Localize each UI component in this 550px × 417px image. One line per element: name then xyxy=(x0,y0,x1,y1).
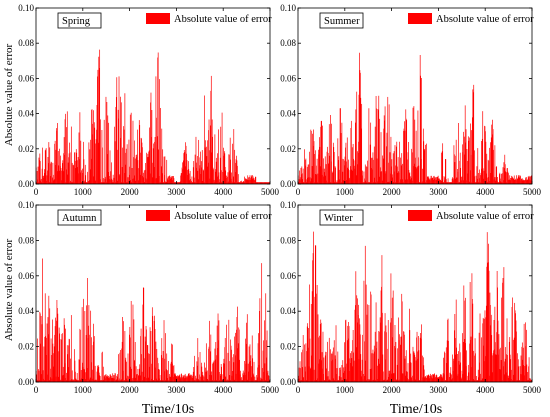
summer-legend: Absolute value of error xyxy=(408,13,534,25)
xlabel-right: Time/10s xyxy=(390,402,442,417)
autumn-ytick-label: 0.00 xyxy=(18,377,34,387)
autumn-xtick-label: 4000 xyxy=(214,385,233,395)
summer-ytick-label: 0.00 xyxy=(280,179,296,189)
winter-season-box: Winter xyxy=(319,209,364,226)
spring-tick-labels: 0 1000 2000 3000 4000 5000 0.00 0.02 0.04 0.06 0.0… xyxy=(18,3,279,197)
winter-ytick-label: 0.06 xyxy=(280,271,296,281)
spring-ytick-label: 0.10 xyxy=(18,3,34,13)
winter-ytick-label: 0.02 xyxy=(280,342,296,352)
winter-legend-label: Absolute value of error xyxy=(436,211,534,222)
autumn-ytick-label: 0.02 xyxy=(18,342,34,352)
winter-season-label: Winter xyxy=(324,213,353,224)
spring-ytick-label: 0.00 xyxy=(18,179,34,189)
autumn-plot-frame xyxy=(35,204,271,383)
spring-xtick-label: 2000 xyxy=(121,187,140,197)
summer-ytick-label: 0.02 xyxy=(280,144,296,154)
spring-xtick-label: 3000 xyxy=(167,187,186,197)
autumn-ytick-label: 0.04 xyxy=(18,306,34,316)
autumn-ytick-label: 0.10 xyxy=(18,200,34,210)
summer-ytick-label: 0.08 xyxy=(280,38,296,48)
summer-xtick-label: 1000 xyxy=(336,187,355,197)
summer-season-box: Summer xyxy=(319,12,364,29)
summer-ytick-label: 0.04 xyxy=(280,109,296,119)
spring-legend-label: Absolute value of error xyxy=(174,14,272,25)
spring-season-box: Spring xyxy=(57,12,102,29)
winter-plot-frame xyxy=(297,204,533,383)
spring-ticks xyxy=(35,7,271,185)
summer-ytick-label: 0.10 xyxy=(280,3,296,13)
autumn-ytick-label: 0.06 xyxy=(18,271,34,281)
spring-xtick-label: 5000 xyxy=(261,187,280,197)
autumn-bars xyxy=(35,258,271,382)
autumn-season-label: Autumn xyxy=(62,213,97,224)
autumn-xtick-label: 2000 xyxy=(121,385,140,395)
summer-season-label: Summer xyxy=(324,16,360,27)
summer-ytick-label: 0.06 xyxy=(280,73,296,83)
autumn-legend-label: Absolute value of error xyxy=(174,211,272,222)
autumn-season-frame xyxy=(57,209,102,226)
summer-legend-swatch xyxy=(408,13,432,24)
winter-ytick-label: 0.08 xyxy=(280,235,296,245)
autumn-ticks xyxy=(35,204,271,383)
spring-xtick-label: 4000 xyxy=(214,187,233,197)
spring-season-frame xyxy=(57,12,102,29)
spring-plot-frame xyxy=(35,7,271,185)
winter-xtick-label: 1000 xyxy=(336,385,355,395)
spring-bars xyxy=(35,49,271,184)
winter-ytick-label: 0.00 xyxy=(280,377,296,387)
panel-summer: 0 1000 2000 3000 4000 5000 0.00 0.02 0.04 0.06 0.0… xyxy=(280,3,541,197)
winter-xtick-label: 5000 xyxy=(523,385,542,395)
winter-ticks xyxy=(297,204,533,383)
summer-legend-label: Absolute value of error xyxy=(436,14,534,25)
spring-xtick-label: 0 xyxy=(34,187,39,197)
summer-xtick-label: 2000 xyxy=(383,187,402,197)
summer-xtick-label: 5000 xyxy=(523,187,542,197)
winter-tick-labels: 0 1000 2000 3000 4000 5000 0.00 0.02 0.04 0.06 0.0… xyxy=(280,200,541,395)
winter-ytick-label: 0.10 xyxy=(280,200,296,210)
winter-ytick-label: 0.04 xyxy=(280,306,296,316)
autumn-tick-labels: 0 1000 2000 3000 4000 5000 0.00 0.02 0.04 0.06 0.0… xyxy=(18,200,279,395)
winter-season-frame xyxy=(319,209,364,226)
winter-xtick-label: 0 xyxy=(296,385,301,395)
spring-xtick-label: 1000 xyxy=(74,187,93,197)
autumn-xtick-label: 5000 xyxy=(261,385,280,395)
summer-season-frame xyxy=(319,12,364,29)
winter-legend-swatch xyxy=(408,210,432,221)
ylabel-top: Absolute value of error xyxy=(3,44,15,147)
summer-plot-frame xyxy=(297,7,533,185)
winter-xtick-label: 4000 xyxy=(476,385,495,395)
summer-ticks xyxy=(297,7,533,185)
spring-ytick-label: 0.08 xyxy=(18,38,34,48)
spring-season-label: Spring xyxy=(62,16,91,27)
winter-xtick-label: 3000 xyxy=(429,385,448,395)
autumn-xtick-label: 3000 xyxy=(167,385,186,395)
spring-ytick-label: 0.06 xyxy=(18,73,34,83)
summer-bars xyxy=(297,52,533,184)
xlabel-left: Time/10s xyxy=(142,402,194,417)
panel-winter: 0 1000 2000 3000 4000 5000 0.00 0.02 0.04 0.06 0.0… xyxy=(280,200,541,395)
winter-legend: Absolute value of error xyxy=(408,210,534,222)
summer-xtick-label: 0 xyxy=(296,187,301,197)
spring-legend: Absolute value of error xyxy=(146,13,272,25)
spring-legend-swatch xyxy=(146,13,170,24)
autumn-legend-swatch xyxy=(146,210,170,221)
autumn-xtick-label: 0 xyxy=(34,385,39,395)
summer-tick-labels: 0 1000 2000 3000 4000 5000 0.00 0.02 0.04 0.06 0.0… xyxy=(280,3,541,197)
autumn-ytick-label: 0.08 xyxy=(18,235,34,245)
winter-xtick-label: 2000 xyxy=(383,385,402,395)
autumn-legend: Absolute value of error xyxy=(146,210,272,222)
autumn-season-box: Autumn xyxy=(57,209,102,226)
winter-bars xyxy=(297,231,533,382)
summer-xtick-label: 4000 xyxy=(476,187,495,197)
panel-autumn: 0 1000 2000 3000 4000 5000 0.00 0.02 0.04 0.06 0.0… xyxy=(18,200,279,395)
ylabel-bottom: Absolute value of error xyxy=(3,239,15,342)
panel-spring: 0 1000 2000 3000 4000 5000 0.00 0.02 0.04 0.06 0.0… xyxy=(18,3,279,197)
summer-xtick-label: 3000 xyxy=(429,187,448,197)
autumn-xtick-label: 1000 xyxy=(74,385,93,395)
spring-ytick-label: 0.02 xyxy=(18,144,34,154)
spring-ytick-label: 0.04 xyxy=(18,109,34,119)
